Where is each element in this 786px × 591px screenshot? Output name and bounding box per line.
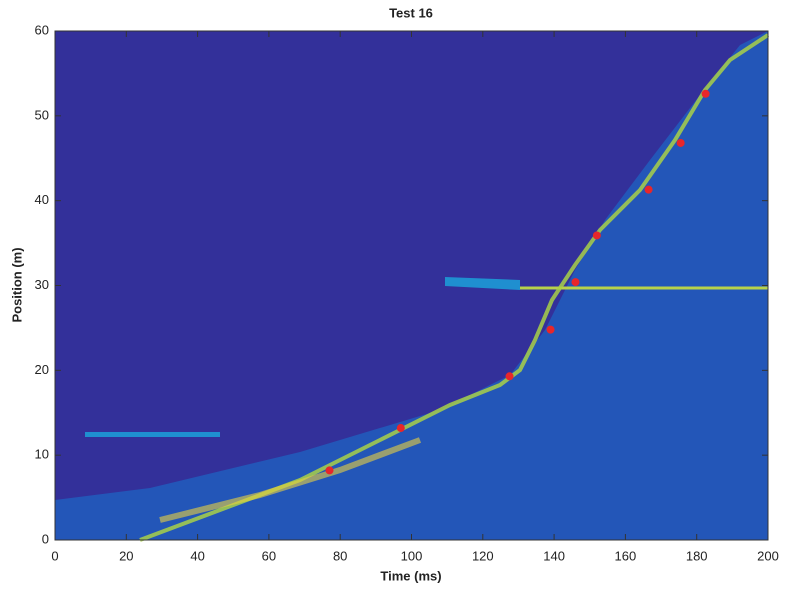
y-tick-label: 20 [35, 362, 49, 377]
y-tick-label: 60 [35, 22, 49, 37]
y-tick-label: 10 [35, 447, 49, 462]
data-point [325, 466, 334, 475]
x-tick-label: 0 [51, 548, 58, 563]
signal-streak [85, 432, 220, 437]
x-tick-label: 120 [472, 548, 494, 563]
x-tick-label: 200 [757, 548, 779, 563]
y-tick-label: 50 [35, 107, 49, 122]
data-point [701, 89, 710, 98]
signal-region [55, 31, 768, 540]
heatmap-background [55, 31, 770, 542]
data-point [396, 424, 405, 433]
signal-ridge [139, 33, 770, 542]
x-axis-label: Time (ms) [380, 568, 441, 583]
chart-title: Test 16 [389, 5, 433, 20]
x-tick-label: 80 [333, 548, 347, 563]
x-tick-label: 100 [401, 548, 423, 563]
x-tick-label: 40 [190, 548, 204, 563]
x-tick-label: 160 [615, 548, 637, 563]
data-point [505, 372, 514, 381]
y-tick-label: 30 [35, 277, 49, 292]
data-point [592, 231, 601, 240]
signal-ridge [159, 437, 422, 523]
y-tick-label: 40 [35, 192, 49, 207]
y-axis-label: Position (m) [9, 247, 24, 322]
x-tick-label: 20 [119, 548, 133, 563]
signal-streak [445, 277, 520, 290]
y-tick-label: 0 [42, 531, 49, 546]
x-tick-label: 180 [686, 548, 708, 563]
x-tick-label: 60 [262, 548, 276, 563]
data-point [546, 325, 555, 334]
x-tick-label: 140 [543, 548, 565, 563]
data-point [571, 278, 580, 287]
data-point [676, 138, 685, 147]
data-point [644, 185, 653, 194]
